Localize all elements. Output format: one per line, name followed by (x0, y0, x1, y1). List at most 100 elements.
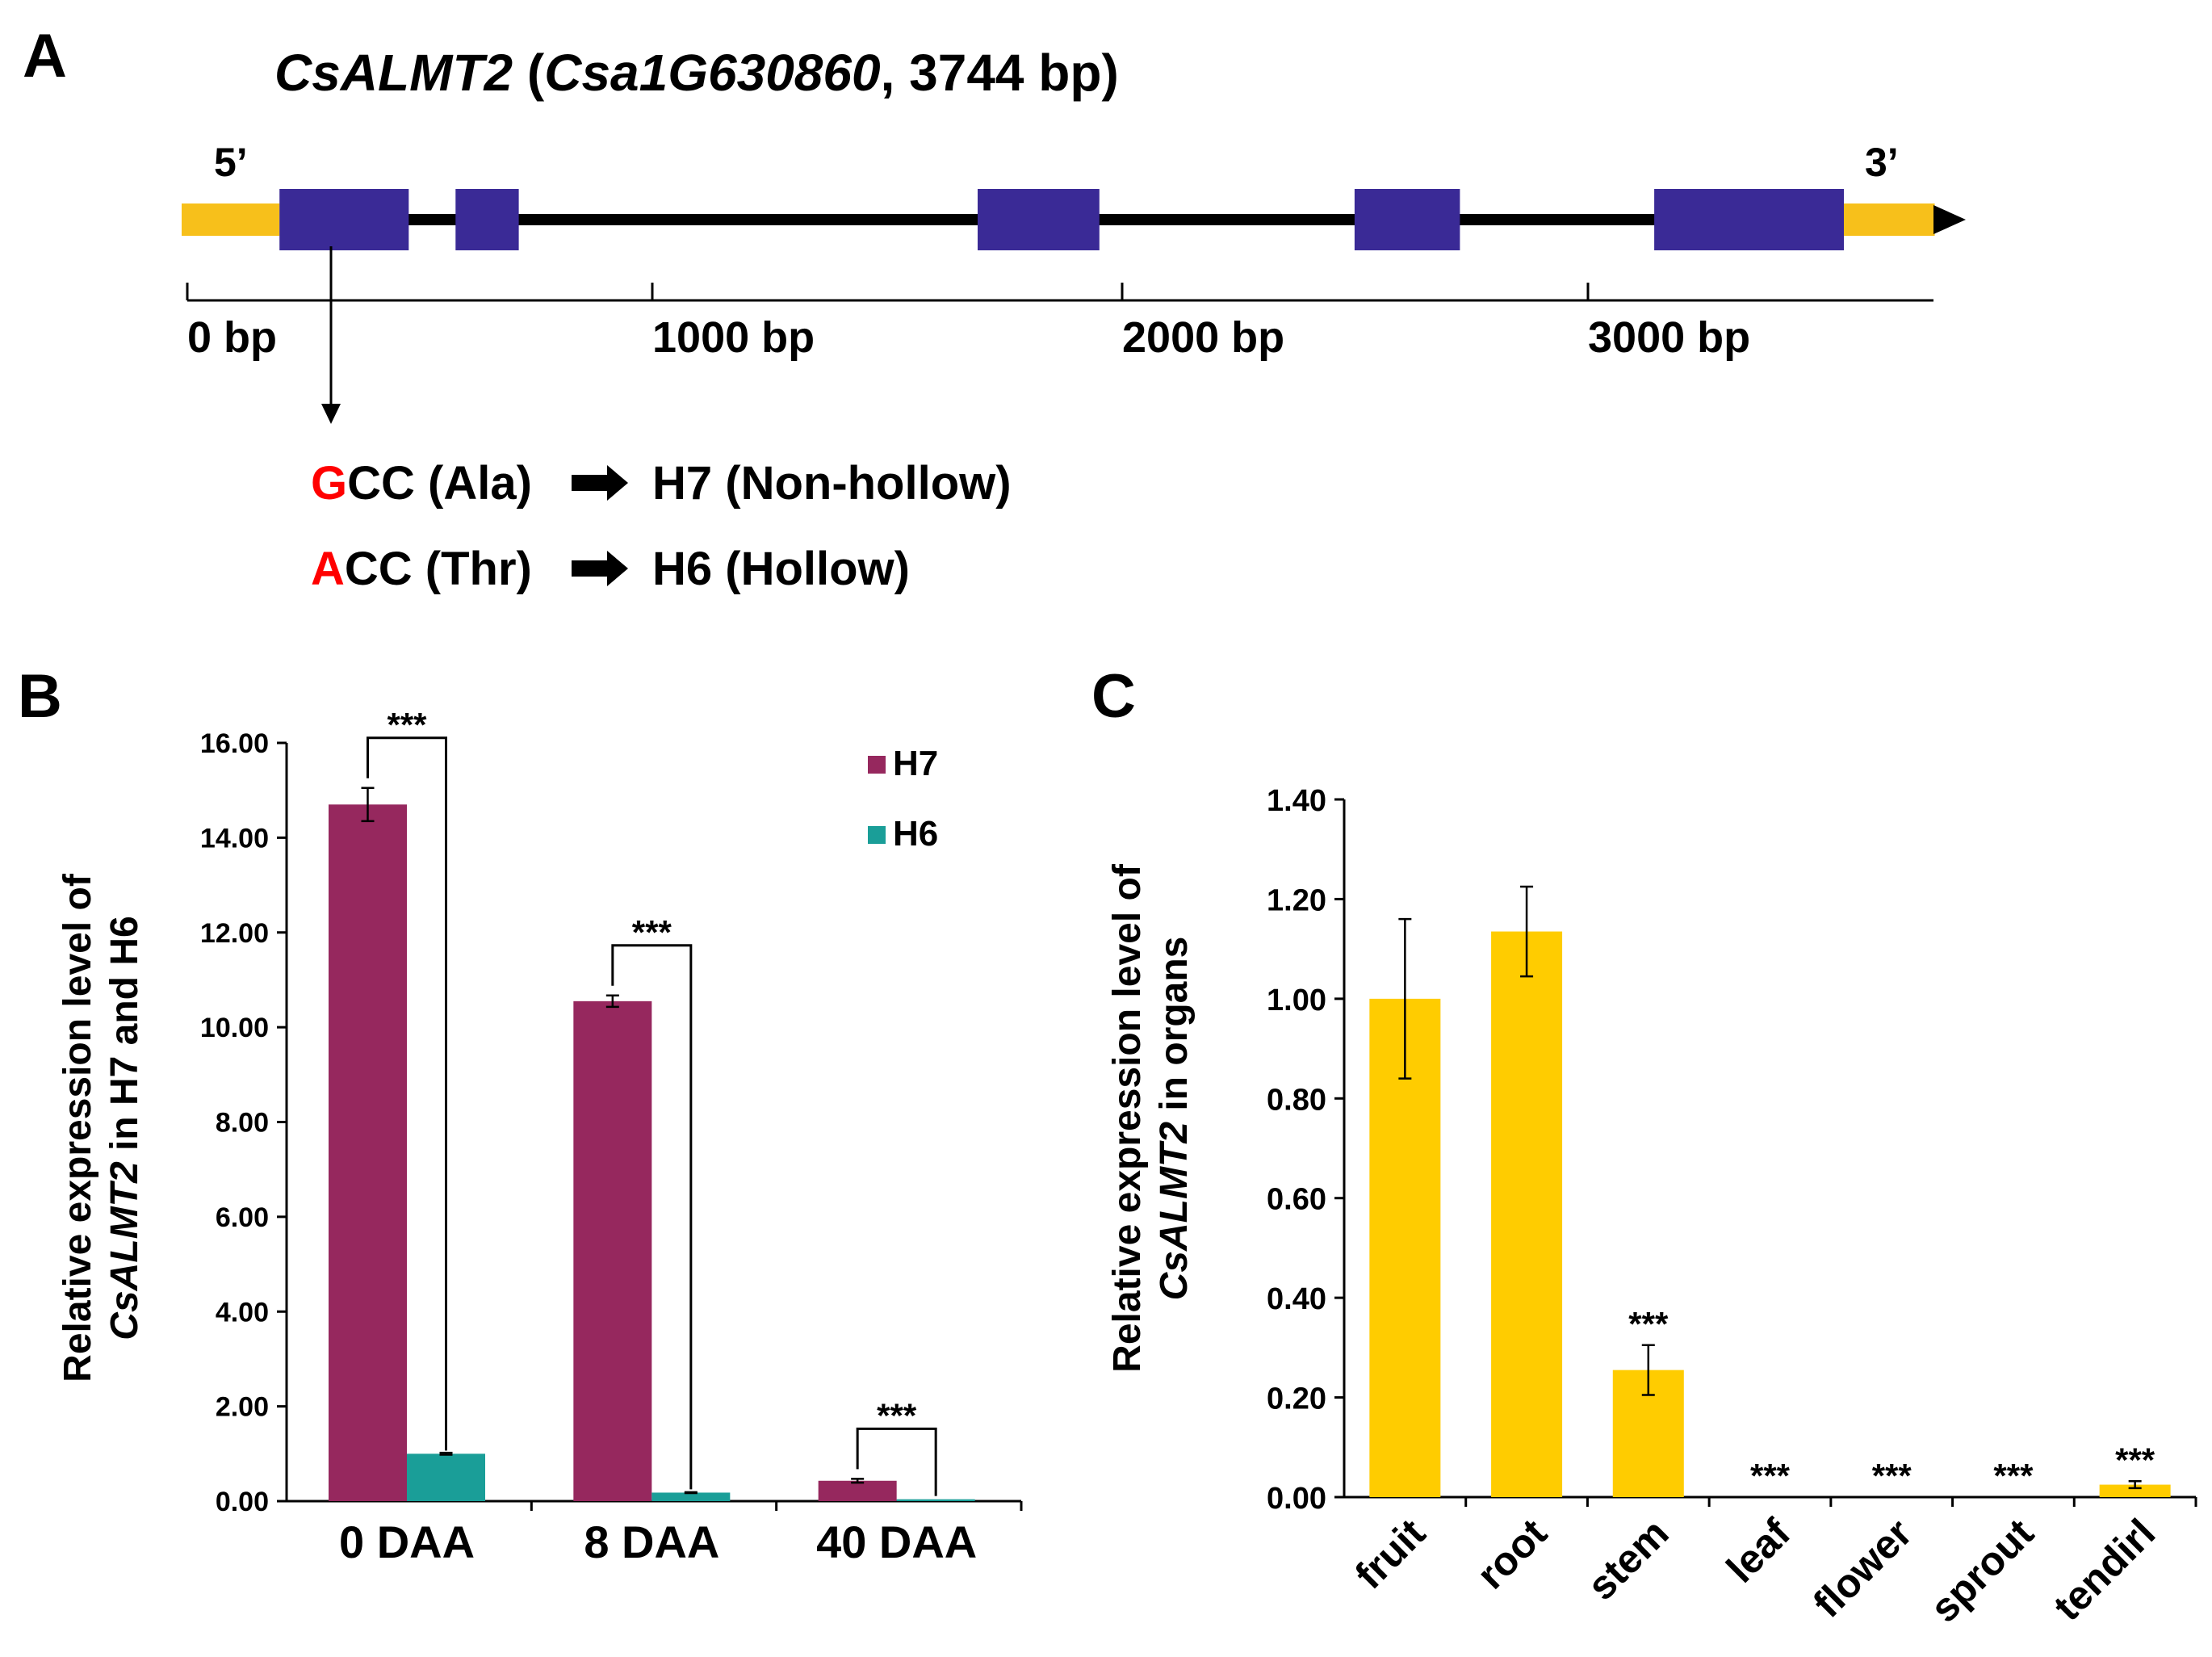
significance-label: *** (1872, 1457, 1912, 1495)
significance-label: *** (387, 706, 427, 744)
scale-tick-label: 0 bp (187, 313, 277, 362)
y-tick-label: 4.00 (216, 1297, 269, 1328)
bar-root (1491, 931, 1563, 1497)
exon-block (455, 189, 519, 250)
strand-arrow-icon (1933, 205, 1966, 234)
panel-b-label: B (18, 662, 62, 731)
utr-block (182, 203, 280, 236)
x-category-label: 8 DAA (584, 1516, 719, 1567)
three-prime-label: 3’ (1865, 140, 1899, 185)
mutated-base: A (311, 543, 345, 595)
panel-c-label: C (1091, 662, 1136, 731)
panel-b-ylabel-gene: CsALMT2 (103, 1161, 146, 1340)
exon-block (1354, 189, 1460, 250)
title-paren: ( (513, 44, 545, 102)
significance-bracket (367, 736, 447, 1451)
y-tick-label: 1.20 (1267, 883, 1326, 917)
panel-b-plot: 0.00 2.00 4.00 6.00 8.00 10.00 12.00 14.00 16.00… (200, 706, 1023, 1567)
mutation-annotations: GCC (Ala) H7 (Non-hollow) ACC (Thr) H6 (Hol… (311, 457, 1012, 595)
scale-tick-label: 3000 bp (1588, 313, 1750, 362)
exon-block (1654, 189, 1844, 250)
y-tick-label: 16.00 (200, 728, 269, 759)
codon-label: ACC (Thr) (311, 543, 532, 595)
legend: H7 H6 (868, 744, 938, 854)
panel-a-label: A (23, 22, 67, 90)
y-tick-label: 12.00 (200, 918, 269, 949)
bar-h7 (818, 1480, 897, 1501)
panel-a-title: CsALMT2 (Csa1G630860, 3744 bp) (274, 44, 1119, 102)
significance-label: *** (1628, 1305, 1669, 1343)
scale-tick-label: 2000 bp (1122, 313, 1284, 362)
y-tick-label: 0.00 (1267, 1482, 1326, 1516)
bar-tendirl (2099, 1484, 2171, 1497)
panel-c-ylabel-line1: Relative expression level of (1106, 863, 1149, 1373)
codon-label: GCC (Ala) (311, 457, 532, 510)
bar-h6 (651, 1492, 731, 1501)
arrow-right-icon (572, 551, 628, 586)
mutation-arrow (321, 246, 341, 424)
y-tick-label: 10.00 (200, 1013, 269, 1043)
five-prime-label: 5’ (214, 140, 248, 185)
y-tick-label: 0.80 (1267, 1083, 1326, 1117)
x-category-label: sprout (1921, 1510, 2042, 1631)
arrow-down-icon (321, 404, 341, 424)
significance-label: *** (1993, 1457, 2034, 1495)
exon-block (279, 189, 409, 250)
panel-a-gene-structure: A CsALMT2 (Csa1G630860, 3744 bp) 5’ 3’ 0… (23, 22, 1966, 595)
x-category-label: root (1468, 1510, 1556, 1598)
panel-c-chart: C Relative expression level of CsALMT2 i… (1091, 662, 2197, 1631)
significance-bracket (611, 944, 693, 1490)
y-tick-label: 14.00 (200, 823, 269, 854)
bar-fruit (1369, 998, 1441, 1497)
panel-c-ylabel-gene: CsALMT2 (1153, 1122, 1196, 1301)
y-tick-label: 0.40 (1267, 1282, 1326, 1316)
x-category-label: fruit (1347, 1510, 1435, 1598)
mutated-base: G (311, 457, 347, 510)
x-category-label: 0 DAA (339, 1516, 475, 1567)
y-tick-label: 8.00 (216, 1108, 269, 1139)
x-category-label: stem (1578, 1510, 1677, 1609)
significance-label: *** (1750, 1457, 1791, 1495)
bar-h6 (896, 1499, 975, 1501)
phenotype-label: H7 (Non-hollow) (652, 457, 1012, 510)
x-category-label: leaf (1718, 1510, 1799, 1592)
y-tick-label: 0.20 (1267, 1382, 1326, 1416)
y-tick-label: 0.60 (1267, 1183, 1326, 1217)
y-tick-label: 0.00 (216, 1487, 269, 1517)
legend-label-h6: H6 (893, 814, 938, 854)
panel-b-ylabel-line1: Relative expression level of (57, 873, 99, 1382)
legend-label-h7: H7 (893, 744, 938, 783)
panel-c-ylabel-rest: in organs (1153, 937, 1196, 1122)
arrow-right-icon (572, 465, 628, 501)
gene-features (182, 189, 1935, 250)
legend-swatch-h7 (868, 756, 886, 774)
codon-rest: CC (Thr) (345, 543, 532, 595)
y-tick-label: 2.00 (216, 1392, 269, 1423)
x-category-label: flower (1804, 1510, 1921, 1626)
title-gene-name: CsALMT2 (274, 44, 513, 102)
significance-label: *** (2115, 1441, 2155, 1479)
title-locus: Csa1G630860 (544, 44, 880, 102)
y-tick-label: 6.00 (216, 1202, 269, 1233)
exon-block (978, 189, 1100, 250)
significance-bracket (856, 1427, 937, 1496)
x-category-label: tendirl (2045, 1510, 2164, 1630)
significance-label: *** (632, 913, 672, 951)
x-category-label: 40 DAA (816, 1516, 977, 1567)
y-tick-label: 1.00 (1267, 984, 1326, 1017)
bar-h7 (573, 1000, 652, 1501)
legend-swatch-h6 (868, 826, 886, 844)
y-tick-label: 1.40 (1267, 784, 1326, 818)
panel-b-ylabel-rest: in H7 and H6 (103, 916, 146, 1161)
bar-h6 (407, 1454, 485, 1501)
utr-block (1844, 203, 1935, 236)
significance-label: *** (877, 1396, 917, 1434)
bar-h7 (329, 804, 407, 1501)
panel-c-plot: 0.00 0.20 0.40 0.60 0.80 1.00 1.20 1.40 fruit roo… (1267, 784, 2197, 1631)
title-length: , 3744 bp) (881, 44, 1119, 102)
panel-b-chart: B Relative expression level of CsALMT2 i… (18, 662, 1023, 1567)
scale-tick-label: 1000 bp (652, 313, 815, 362)
phenotype-label: H6 (Hollow) (652, 543, 910, 595)
codon-rest: CC (Ala) (347, 457, 532, 510)
